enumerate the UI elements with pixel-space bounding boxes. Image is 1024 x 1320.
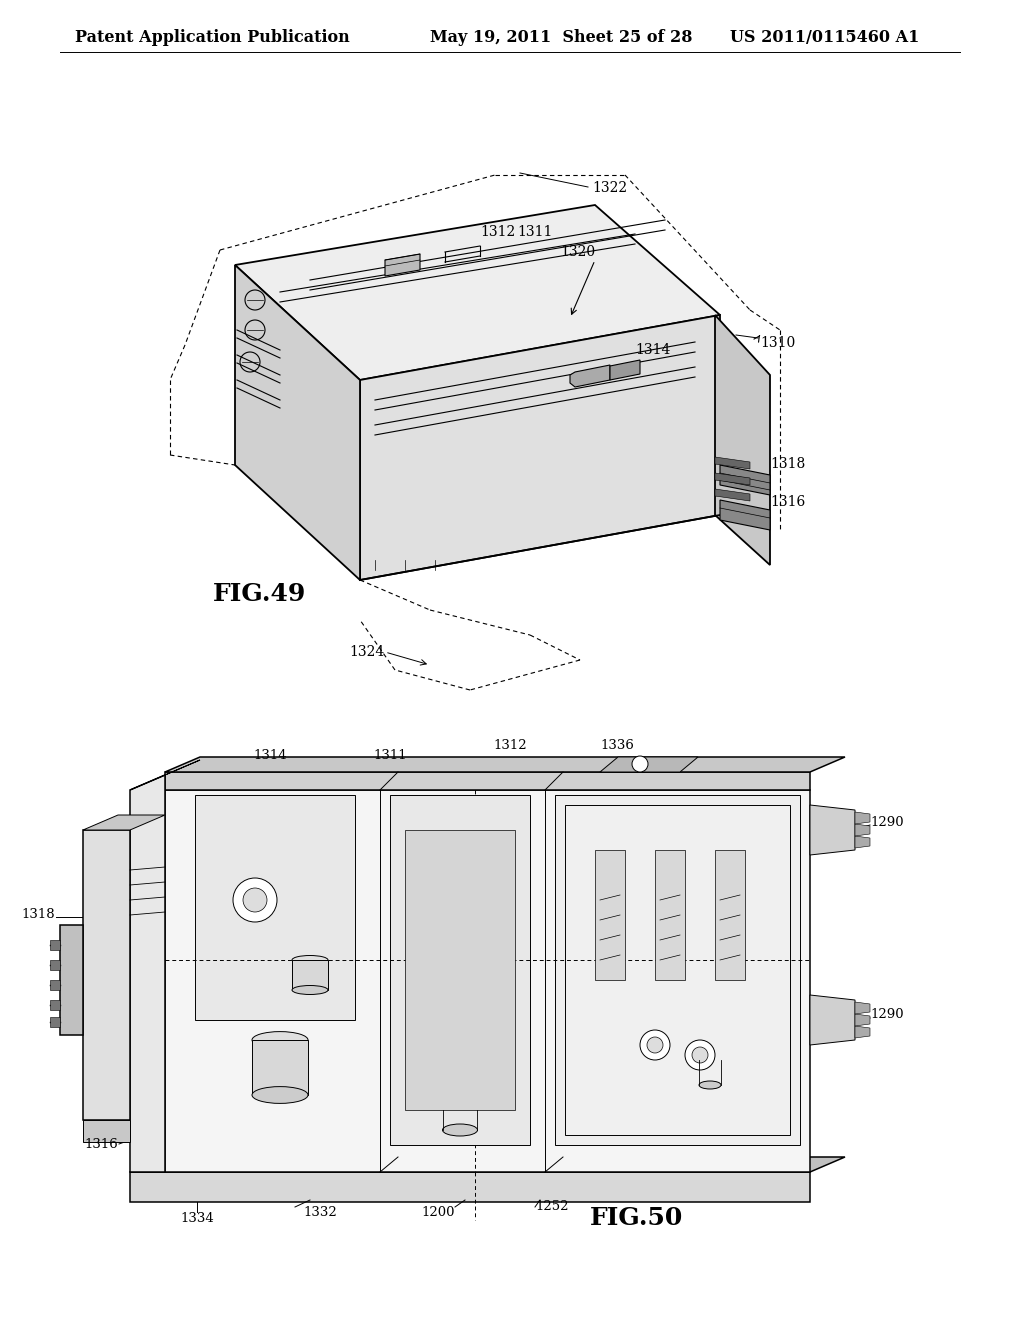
Text: 1332: 1332: [303, 1205, 337, 1218]
Polygon shape: [234, 205, 720, 380]
Polygon shape: [655, 850, 685, 979]
Text: 1318: 1318: [22, 908, 55, 921]
Ellipse shape: [442, 1125, 477, 1137]
Polygon shape: [855, 1014, 870, 1026]
Polygon shape: [165, 756, 845, 772]
Text: 1290: 1290: [870, 816, 903, 829]
Circle shape: [632, 756, 648, 772]
Polygon shape: [165, 789, 810, 1172]
Polygon shape: [855, 812, 870, 824]
Polygon shape: [130, 1172, 810, 1203]
Text: 1320: 1320: [560, 246, 595, 259]
Polygon shape: [165, 772, 810, 789]
Text: 1324: 1324: [350, 645, 385, 659]
Polygon shape: [130, 1158, 845, 1172]
Circle shape: [692, 1047, 708, 1063]
Polygon shape: [406, 830, 515, 1110]
Text: 1200: 1200: [421, 1205, 455, 1218]
Circle shape: [647, 1038, 663, 1053]
Polygon shape: [50, 979, 60, 990]
Polygon shape: [715, 457, 750, 469]
Polygon shape: [60, 925, 83, 1035]
Text: 1312: 1312: [480, 224, 515, 239]
Polygon shape: [855, 824, 870, 836]
Polygon shape: [50, 1001, 60, 1010]
Text: 1311: 1311: [373, 748, 407, 762]
Polygon shape: [600, 756, 698, 772]
Text: 1310: 1310: [760, 337, 796, 350]
Text: 1336: 1336: [600, 739, 634, 752]
Polygon shape: [810, 995, 855, 1045]
Text: 1252: 1252: [535, 1200, 568, 1213]
Polygon shape: [720, 465, 770, 495]
Polygon shape: [360, 315, 720, 579]
Text: 1311: 1311: [517, 224, 552, 239]
Polygon shape: [252, 1040, 308, 1096]
Polygon shape: [855, 1026, 870, 1038]
Circle shape: [233, 878, 278, 921]
Polygon shape: [234, 265, 360, 579]
Polygon shape: [195, 795, 355, 1020]
Polygon shape: [715, 850, 745, 979]
Polygon shape: [390, 795, 530, 1144]
Text: US 2011/0115460 A1: US 2011/0115460 A1: [730, 29, 920, 45]
Circle shape: [640, 1030, 670, 1060]
Text: 1314: 1314: [253, 748, 287, 762]
Polygon shape: [715, 473, 750, 484]
Text: FIG.49: FIG.49: [213, 582, 306, 606]
Text: 1314: 1314: [635, 343, 671, 356]
Text: Patent Application Publication: Patent Application Publication: [75, 29, 350, 45]
Polygon shape: [130, 760, 200, 789]
Ellipse shape: [252, 1032, 308, 1048]
Polygon shape: [810, 805, 855, 855]
Ellipse shape: [292, 956, 328, 965]
Polygon shape: [570, 366, 610, 387]
Polygon shape: [715, 315, 770, 565]
Polygon shape: [385, 253, 420, 276]
Polygon shape: [50, 960, 60, 970]
Text: 1334: 1334: [180, 1212, 214, 1225]
Polygon shape: [83, 830, 130, 1119]
Polygon shape: [565, 805, 790, 1135]
Circle shape: [243, 888, 267, 912]
Polygon shape: [715, 488, 750, 502]
Ellipse shape: [699, 1081, 721, 1089]
Text: 1316: 1316: [770, 495, 805, 510]
Polygon shape: [130, 775, 165, 1172]
Polygon shape: [555, 795, 800, 1144]
Polygon shape: [83, 814, 165, 830]
Polygon shape: [595, 850, 625, 979]
Text: 1312: 1312: [494, 739, 526, 752]
Text: 1322: 1322: [592, 181, 627, 195]
Polygon shape: [855, 1002, 870, 1014]
Circle shape: [685, 1040, 715, 1071]
Polygon shape: [50, 1016, 60, 1027]
Text: 1318: 1318: [770, 457, 805, 471]
Polygon shape: [610, 360, 640, 380]
Text: FIG.50: FIG.50: [590, 1206, 683, 1230]
Polygon shape: [720, 500, 770, 531]
Text: 1290: 1290: [870, 1008, 903, 1022]
Text: 1316: 1316: [84, 1138, 118, 1151]
Ellipse shape: [252, 1086, 308, 1104]
Polygon shape: [83, 1119, 130, 1142]
Polygon shape: [292, 960, 328, 990]
Polygon shape: [855, 836, 870, 847]
Ellipse shape: [292, 986, 328, 994]
Text: May 19, 2011  Sheet 25 of 28: May 19, 2011 Sheet 25 of 28: [430, 29, 692, 45]
Polygon shape: [50, 940, 60, 950]
